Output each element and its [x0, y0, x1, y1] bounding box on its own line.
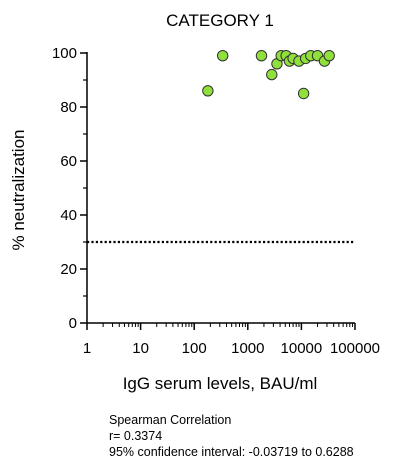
data-point: [256, 51, 266, 61]
x-axis-label: IgG serum levels, BAU/ml: [123, 374, 318, 393]
y-tick-label: 100: [52, 45, 77, 62]
stats-confidence-interval: 95% confidence interval: -0.03719 to 0.6…: [109, 444, 354, 460]
y-tick-label: 60: [60, 153, 77, 170]
data-point: [298, 88, 308, 98]
data-point: [217, 51, 227, 61]
data-point: [267, 69, 277, 79]
x-tick-label: 100000: [330, 340, 380, 357]
stats-method: Spearman Correlation: [109, 412, 354, 428]
y-axis: 0 20 40 60 80 100: [52, 45, 87, 332]
stats-r-value: r= 0.3374: [109, 428, 354, 444]
y-axis-label: % neutralization: [9, 130, 28, 251]
x-tick-label: 1000: [231, 340, 264, 357]
y-tick-label: 0: [69, 315, 77, 332]
data-point: [203, 86, 213, 96]
statistics-block: Spearman Correlation r= 0.3374 95% confi…: [109, 412, 354, 460]
data-point: [324, 51, 334, 61]
x-tick-label: 100: [182, 340, 207, 357]
y-tick-label: 40: [60, 207, 77, 224]
x-axis: 1 10 100 1000 10000 100000: [83, 323, 380, 357]
x-tick-label: 1: [83, 340, 91, 357]
data-points: [203, 51, 335, 99]
x-tick-label: 10: [132, 340, 149, 357]
y-tick-label: 20: [60, 261, 77, 278]
chart-title: CATEGORY 1: [166, 11, 274, 30]
y-tick-label: 80: [60, 99, 77, 116]
x-tick-label: 10000: [281, 340, 323, 357]
